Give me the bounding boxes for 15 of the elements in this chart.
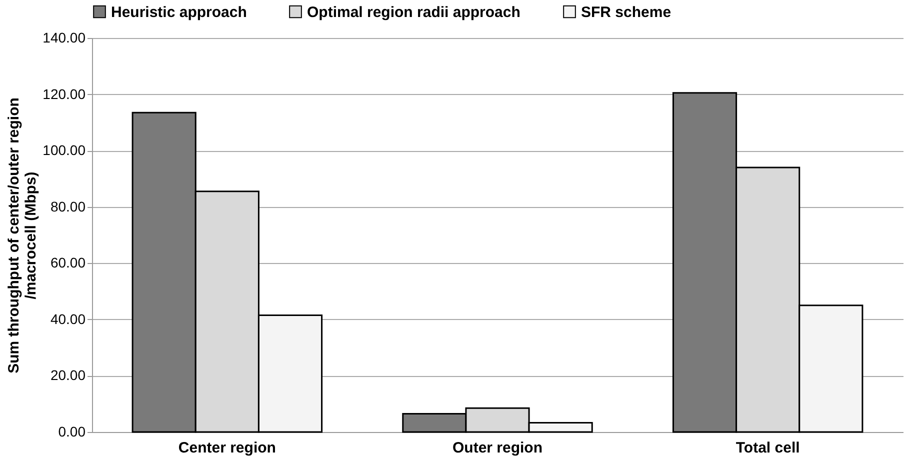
y-tick-label: 20.00 [50, 367, 86, 384]
x-tick-label: Center region [178, 440, 276, 456]
y-axis-title: Sum throughput of center/outer region /macrocell (Mbps) [6, 98, 40, 374]
y-tick-label: 140.00 [42, 30, 86, 46]
legend-label: Optimal region radii approach [307, 4, 520, 21]
y-tick-label: 120.00 [42, 86, 86, 102]
x-tick-label: Total cell [736, 440, 800, 456]
y-tick-label: 80.00 [50, 198, 86, 214]
legend-label: Heuristic approach [111, 4, 247, 21]
y-tick-label: 40.00 [50, 310, 86, 327]
x-tick-label: Outer region [452, 440, 543, 456]
y-tick-label: 100.00 [42, 142, 86, 158]
y-tick-label: 60.00 [50, 254, 86, 271]
legend-label: SFR scheme [581, 4, 672, 21]
y-tick-label: 0.00 [58, 424, 86, 440]
